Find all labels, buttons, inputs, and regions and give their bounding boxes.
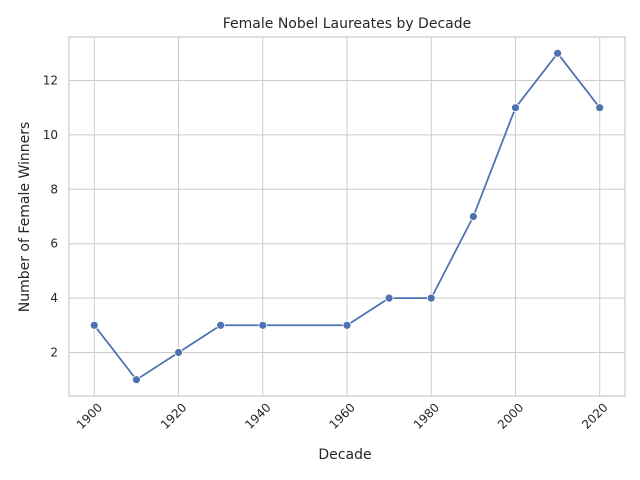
data-point [216,320,226,330]
y-axis-label: Number of Female Winners [17,122,33,313]
x-tick-label: 1900 [74,400,105,431]
y-tick-label: 10 [43,128,58,142]
data-point [174,348,183,357]
data-point [553,48,563,58]
x-tick-label: 1960 [326,400,357,431]
x-tick-label: 2000 [495,400,526,431]
data-point [426,293,436,303]
data-point [468,212,478,221]
y-tick-label: 2 [50,345,58,359]
series-line [93,52,601,381]
x-tick-labels: 1900 1920 1940 1960 1980 2000 2020 [74,400,611,431]
x-axis-label: Decade [318,447,371,463]
y-tick-label: 8 [50,182,58,196]
data-point [595,103,605,113]
y-tick-labels: 2 4 6 8 10 12 [43,74,58,360]
data-point [384,293,394,303]
grid-lines [69,37,625,396]
data-point [342,320,352,330]
data-point [131,375,141,385]
data-point [258,320,268,330]
y-tick-label: 6 [50,237,58,251]
data-point [89,320,99,330]
series-layer [89,48,605,385]
plot-frame [68,36,626,397]
x-tick-label: 2020 [579,400,610,431]
x-tick-label: 1980 [411,400,442,431]
y-tick-label: 4 [50,291,58,305]
x-tick-label: 1920 [158,400,189,431]
chart-title: Female Nobel Laureates by Decade [223,16,471,32]
data-point [511,103,520,113]
x-tick-label: 1940 [242,400,273,431]
y-tick-label: 12 [43,74,58,88]
